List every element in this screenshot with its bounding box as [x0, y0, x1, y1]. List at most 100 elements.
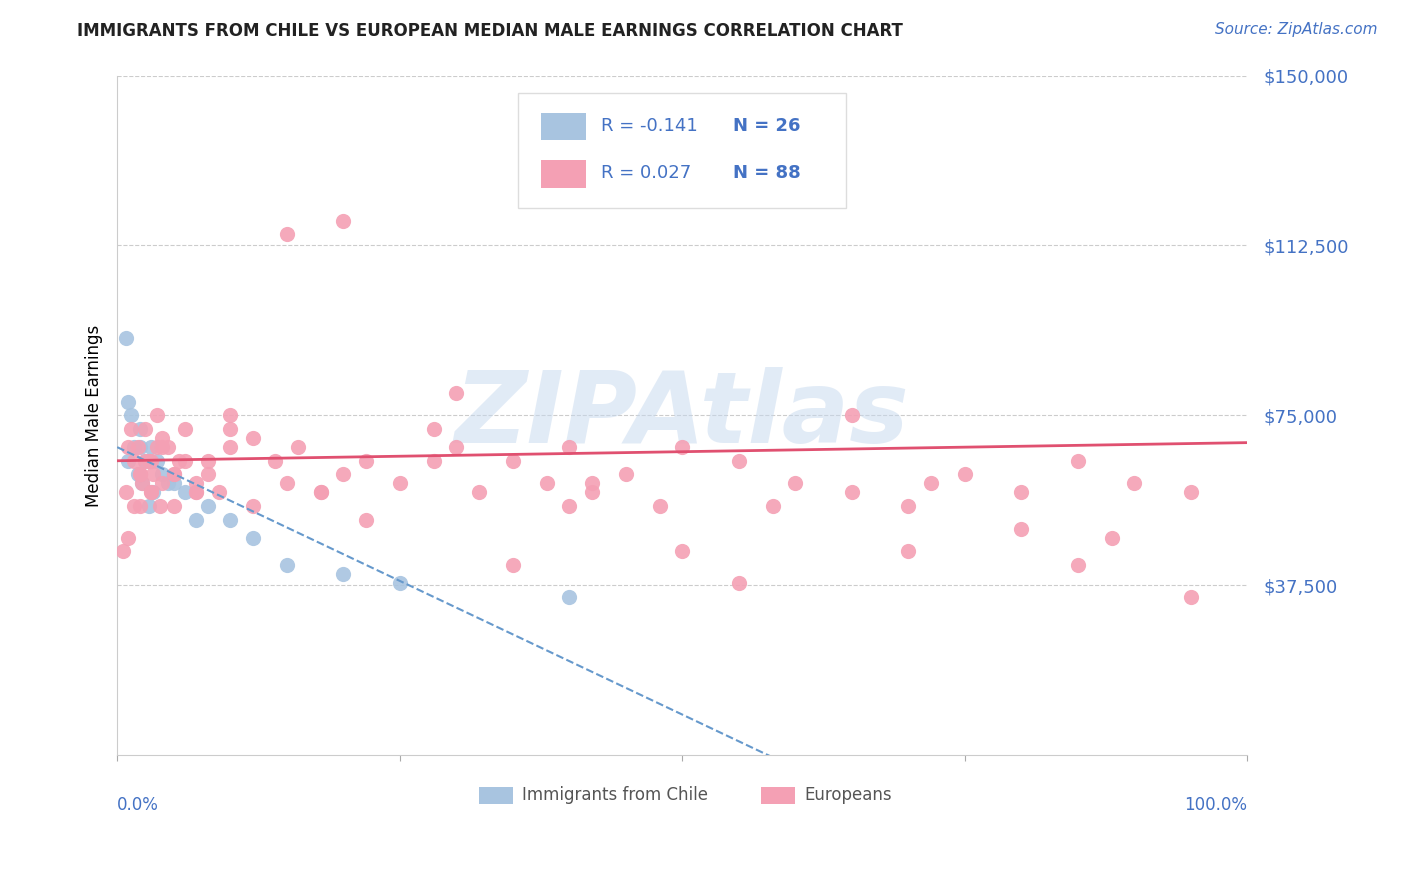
- Point: [897, 499, 920, 513]
- Point: [614, 467, 637, 482]
- Text: Immigrants from Chile: Immigrants from Chile: [522, 787, 707, 805]
- Point: [388, 476, 411, 491]
- Point: [219, 513, 242, 527]
- Point: [145, 454, 167, 468]
- Point: [174, 485, 197, 500]
- Point: [169, 454, 191, 468]
- Point: [1010, 485, 1032, 500]
- Point: [127, 467, 149, 482]
- Point: [558, 590, 581, 604]
- Point: [671, 440, 693, 454]
- Point: [762, 499, 785, 513]
- Text: R = 0.027: R = 0.027: [600, 164, 692, 183]
- Point: [219, 422, 242, 436]
- Point: [354, 513, 377, 527]
- Point: [242, 531, 264, 545]
- Point: [120, 409, 142, 423]
- Point: [332, 213, 354, 227]
- Point: [502, 454, 524, 468]
- Point: [581, 485, 603, 500]
- Point: [276, 227, 298, 241]
- Point: [128, 467, 150, 482]
- Point: [139, 485, 162, 500]
- Point: [145, 440, 167, 454]
- Point: [122, 499, 145, 513]
- Point: [117, 531, 139, 545]
- Point: [128, 422, 150, 436]
- Point: [134, 454, 156, 468]
- Point: [197, 454, 219, 468]
- Text: N = 26: N = 26: [733, 117, 800, 135]
- Point: [468, 485, 491, 500]
- Point: [444, 385, 467, 400]
- Point: [1067, 558, 1090, 572]
- Point: [163, 476, 186, 491]
- Point: [186, 485, 208, 500]
- Text: R = -0.141: R = -0.141: [600, 117, 697, 135]
- Point: [841, 485, 863, 500]
- Point: [264, 454, 287, 468]
- Point: [139, 440, 162, 454]
- Text: IMMIGRANTS FROM CHILE VS EUROPEAN MEDIAN MALE EARNINGS CORRELATION CHART: IMMIGRANTS FROM CHILE VS EUROPEAN MEDIAN…: [77, 22, 903, 40]
- Point: [920, 476, 942, 491]
- Point: [309, 485, 332, 500]
- Point: [502, 558, 524, 572]
- Point: [727, 454, 749, 468]
- Point: [134, 422, 156, 436]
- Point: [422, 422, 444, 436]
- Point: [145, 409, 167, 423]
- Bar: [541, 161, 586, 187]
- Point: [276, 476, 298, 491]
- Point: [122, 440, 145, 454]
- Point: [152, 476, 174, 491]
- Bar: [479, 788, 513, 805]
- Point: [648, 499, 671, 513]
- Point: [134, 454, 156, 468]
- Text: N = 88: N = 88: [733, 164, 801, 183]
- Point: [242, 499, 264, 513]
- Point: [138, 499, 160, 513]
- FancyBboxPatch shape: [519, 93, 846, 208]
- Point: [197, 467, 219, 482]
- Point: [1180, 590, 1202, 604]
- Point: [727, 576, 749, 591]
- Point: [444, 440, 467, 454]
- Point: [128, 440, 150, 454]
- Point: [581, 476, 603, 491]
- Point: [163, 499, 186, 513]
- Point: [120, 422, 142, 436]
- Point: [332, 467, 354, 482]
- Point: [139, 454, 162, 468]
- Point: [111, 544, 134, 558]
- Point: [157, 476, 180, 491]
- Point: [309, 485, 332, 500]
- Point: [785, 476, 807, 491]
- Text: Source: ZipAtlas.com: Source: ZipAtlas.com: [1215, 22, 1378, 37]
- Point: [186, 485, 208, 500]
- Point: [388, 576, 411, 591]
- Y-axis label: Median Male Earnings: Median Male Earnings: [86, 325, 103, 507]
- Point: [558, 499, 581, 513]
- Point: [128, 499, 150, 513]
- Point: [152, 467, 174, 482]
- Point: [149, 499, 172, 513]
- Point: [174, 454, 197, 468]
- Point: [276, 558, 298, 572]
- Point: [115, 331, 138, 345]
- Point: [139, 485, 162, 500]
- Point: [1180, 485, 1202, 500]
- Point: [422, 454, 444, 468]
- Text: 0.0%: 0.0%: [117, 797, 159, 814]
- Point: [122, 454, 145, 468]
- Point: [117, 440, 139, 454]
- Point: [332, 567, 354, 582]
- Point: [152, 440, 174, 454]
- Text: Europeans: Europeans: [804, 787, 891, 805]
- Point: [157, 440, 180, 454]
- Point: [163, 467, 186, 482]
- Point: [152, 431, 174, 445]
- Point: [1101, 531, 1123, 545]
- Point: [138, 454, 160, 468]
- Point: [287, 440, 309, 454]
- Point: [219, 440, 242, 454]
